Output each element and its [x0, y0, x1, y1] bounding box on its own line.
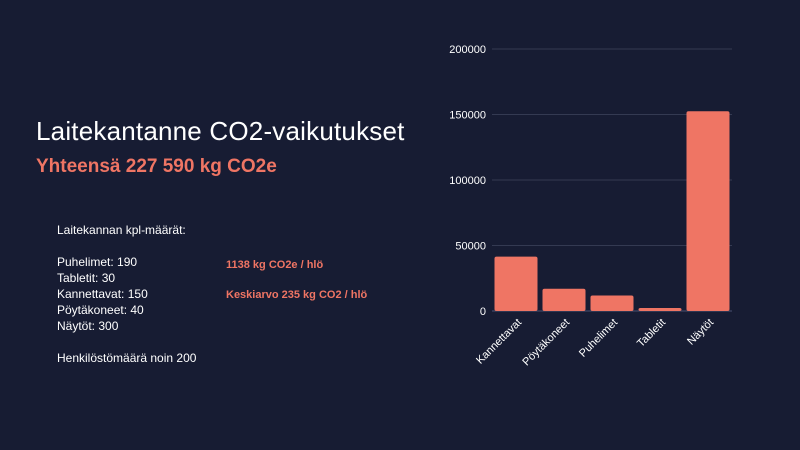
count-phones: Puhelimet: 190	[57, 255, 138, 269]
count-desktops: Pöytäkoneet: 40	[57, 303, 144, 317]
counts-heading: Laitekannan kpl-määrät:	[57, 223, 186, 237]
bar-1	[542, 288, 586, 311]
bar-4	[686, 111, 730, 311]
bar-2	[590, 295, 634, 311]
x-tick-label: Puhelimet	[577, 317, 620, 360]
average-note: Keskiarvo 235 kg CO2 / hlö	[226, 289, 368, 301]
count-tablets: Tabletit: 30	[57, 271, 116, 285]
per-person-note: 1138 kg CO2e / hlö	[226, 259, 324, 271]
count-laptops: Kannettavat: 150	[57, 287, 148, 301]
slide-title: Laitekantanne CO2-vaikutukset	[36, 116, 405, 146]
count-displays: Näytöt: 300	[57, 319, 119, 333]
x-tick-label: Tabletit	[635, 317, 668, 350]
y-tick-label: 200000	[449, 44, 486, 56]
y-tick-label: 100000	[449, 175, 486, 187]
y-tick-label: 150000	[449, 110, 486, 122]
y-tick-label: 50000	[455, 241, 486, 253]
x-tick-label: Pöytäkoneet	[520, 317, 572, 369]
device-counts: Laitekannan kpl-määrät: Puhelimet: 190 T…	[57, 222, 196, 366]
bar-0	[494, 256, 538, 311]
staff-count: Henkilöstömäärä noin 200	[57, 351, 197, 365]
bar-3	[638, 307, 682, 311]
total-emissions: Yhteensä 227 590 kg CO2e	[36, 156, 277, 177]
y-tick-label: 0	[480, 306, 486, 318]
x-tick-label: Näytöt	[685, 317, 716, 348]
x-tick-label: Kannettavat	[474, 317, 524, 367]
